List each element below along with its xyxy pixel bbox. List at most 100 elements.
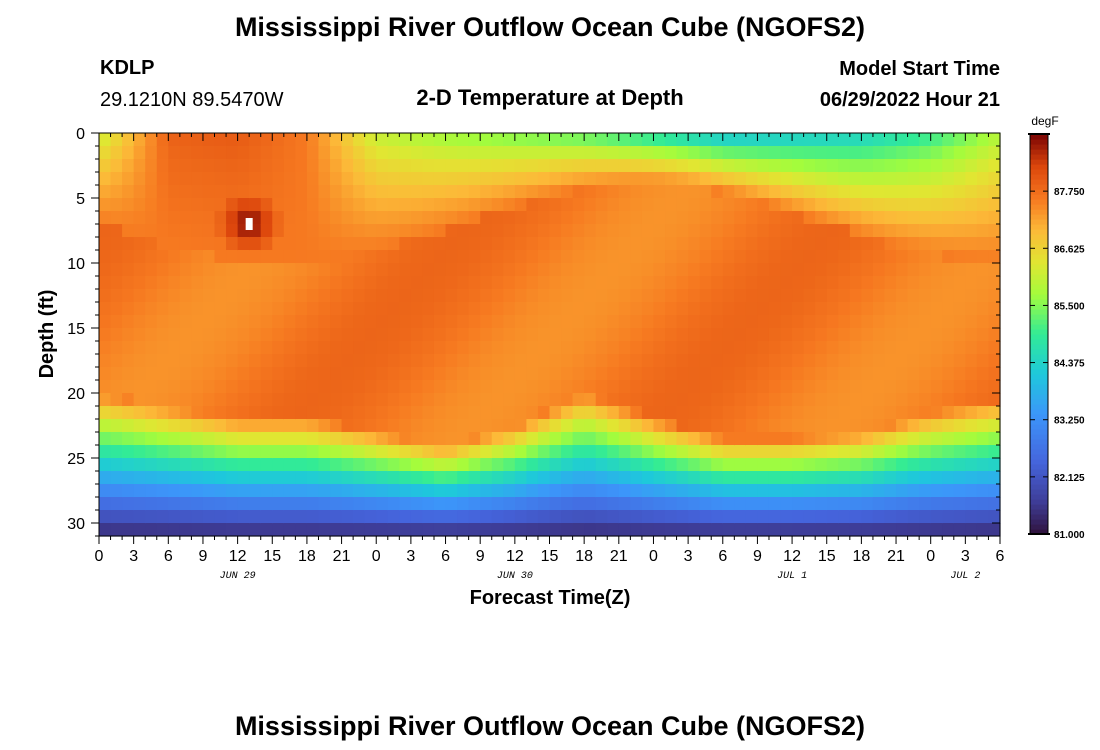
heatmap-cell [711,185,724,199]
heatmap-cell [676,172,689,186]
heatmap-cell [468,276,481,290]
heatmap-cell [191,432,204,446]
heatmap-cell [191,393,204,407]
heatmap-cell [572,146,585,160]
heatmap-cell [433,237,447,251]
heatmap-cell [353,510,366,524]
heatmap-cell [410,419,424,433]
heatmap-cell [734,185,747,199]
heatmap-cell [734,432,747,446]
heatmap-cell [826,367,839,381]
heatmap-cell [976,198,990,212]
heatmap-cell [410,367,424,381]
heatmap-cell [110,315,123,329]
heatmap-cell [226,159,239,173]
heatmap-cell [537,302,551,316]
colorbar-swatch [1030,139,1048,145]
heatmap-cell [849,341,862,355]
heatmap-cell [526,406,539,420]
heatmap-cell [364,510,377,524]
heatmap-cell [919,380,932,394]
heatmap-cell [965,523,978,537]
heatmap-cell [214,510,227,524]
heatmap-cell [214,172,227,186]
heatmap-cell [353,146,366,160]
heatmap-cell [584,380,597,394]
heatmap-cell [330,172,343,186]
colorbar-swatch [1030,459,1048,465]
heatmap-cell [422,458,435,472]
heatmap-cell [607,224,620,238]
heatmap-cell [561,146,574,160]
heatmap-cell [399,484,412,498]
heatmap-cell [514,406,527,420]
colorbar-swatch [1030,479,1048,485]
heatmap-cell [410,458,424,472]
heatmap-cell [306,159,320,173]
heatmap-cell [849,354,862,368]
heatmap-cell [734,471,747,485]
heatmap-cell [607,341,620,355]
heatmap-cell [110,302,123,316]
heatmap-cell [722,289,735,303]
heatmap-cell [133,328,146,342]
heatmap-cell [295,263,308,277]
heatmap-cell [768,328,782,342]
heatmap-cell [99,471,112,485]
heatmap-cell [260,432,273,446]
heatmap-cell [768,198,782,212]
heatmap-cell [757,367,770,381]
heatmap-cell [283,302,296,316]
heatmap-cell [919,315,932,329]
heatmap-cell [607,276,620,290]
heatmap-cell [792,159,805,173]
heatmap-cell [942,393,955,407]
heatmap-cell [283,198,296,212]
heatmap-cell [618,302,631,316]
heatmap-cell [295,302,308,316]
heatmap-cell [688,263,701,277]
heatmap-cell [745,224,759,238]
heatmap-cell [387,497,400,511]
heatmap-cell [330,146,343,160]
x-tick-label: 12 [229,548,247,565]
heatmap-cell [711,380,724,394]
heatmap-cell [561,471,574,485]
heatmap-cell [410,172,424,186]
heatmap-cell [353,458,366,472]
heatmap-cell [503,172,516,186]
heatmap-cell [641,419,655,433]
heatmap-cell [249,432,262,446]
heatmap-cell [110,419,123,433]
heatmap-cell [618,328,631,342]
heatmap-cell [653,510,666,524]
heatmap-cell [133,315,146,329]
heatmap-cell [953,432,966,446]
heatmap-cell [122,354,135,368]
heatmap-cell [133,224,146,238]
heatmap-cell [433,484,447,498]
heatmap-cell [272,315,285,329]
heatmap-cell [861,432,874,446]
heatmap-cell [561,211,574,225]
heatmap-cell [849,224,862,238]
heatmap-cell [641,276,655,290]
heatmap-cell [422,523,435,537]
heatmap-cell [468,367,481,381]
heatmap-cell [711,471,724,485]
heatmap-cell [214,497,227,511]
heatmap-cell [849,367,862,381]
heatmap-cell [468,211,481,225]
heatmap-cell [491,458,504,472]
heatmap-cell [907,263,920,277]
heatmap-cell [353,133,366,147]
heatmap-cell [364,211,377,225]
heatmap-cell [896,354,909,368]
heatmap-cell [503,224,516,238]
heatmap-cell [665,380,678,394]
heatmap-cell [387,354,400,368]
heatmap-cell [237,250,250,264]
heatmap-cell [99,276,112,290]
heatmap-cell [480,419,493,433]
heatmap-cell [988,393,1001,407]
